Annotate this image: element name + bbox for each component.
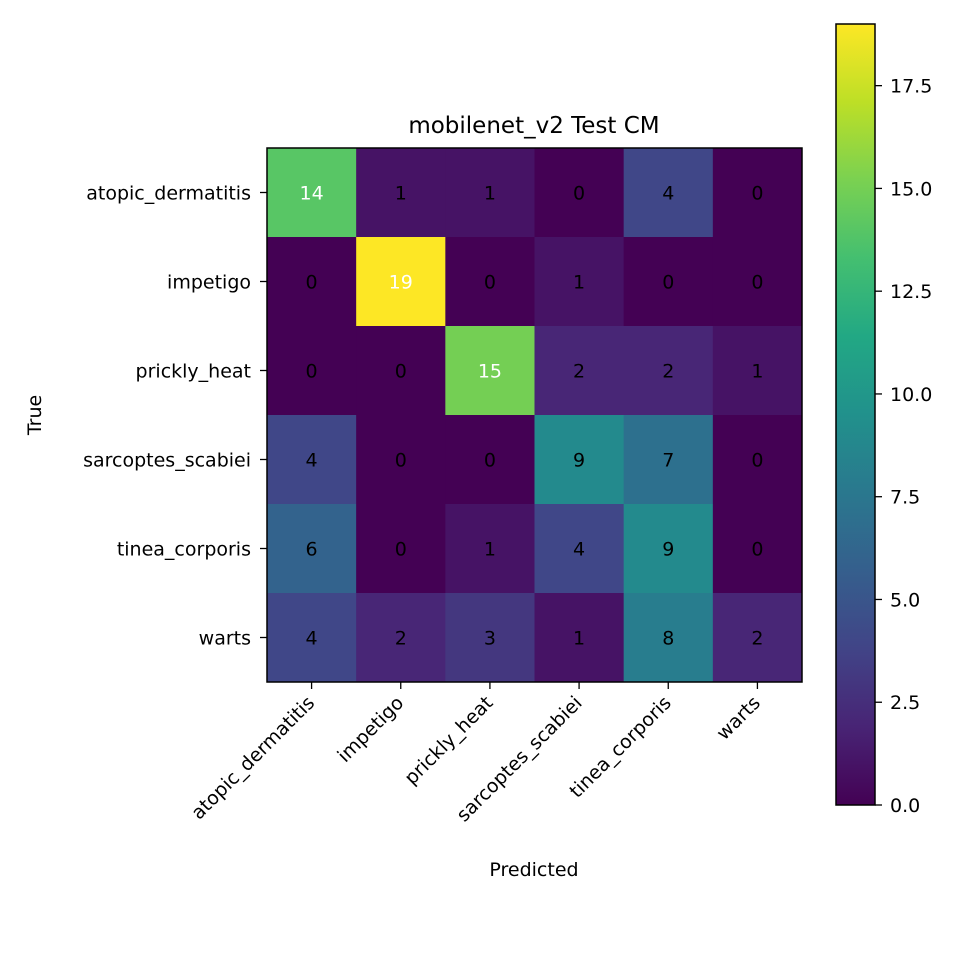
- y-tick-label: warts: [199, 628, 251, 650]
- cell-value-label: 0: [395, 450, 407, 472]
- heatmap-cell: [712, 326, 803, 416]
- heatmap-cell: [712, 504, 803, 594]
- heatmap-cells: [267, 148, 803, 683]
- cell-value-label: 4: [306, 450, 318, 472]
- cell-value-label: 8: [662, 628, 674, 650]
- colorbar: [835, 23, 876, 806]
- cell-value-label: 0: [662, 272, 674, 294]
- cell-value-label: 1: [395, 183, 407, 205]
- colorbar-tick-label: 7.5: [890, 487, 920, 509]
- colorbar-tick-label: 2.5: [890, 692, 920, 714]
- heatmap-cell: [445, 504, 535, 594]
- heatmap-cell: [445, 237, 535, 327]
- cell-value-label: 1: [573, 272, 585, 294]
- heatmap-cell: [623, 415, 714, 505]
- heatmap-cell: [356, 148, 446, 238]
- heatmap-cell: [356, 237, 446, 327]
- heatmap-cell: [356, 593, 446, 683]
- cell-value-label: 0: [751, 183, 763, 205]
- heatmap-cell: [534, 148, 625, 238]
- colorbar-tick-label: 0.0: [890, 795, 920, 817]
- heatmap-cell: [623, 326, 714, 416]
- colorbar-tick-label: 10.0: [890, 384, 932, 406]
- cell-value-label: 2: [395, 628, 407, 650]
- cell-value-label: 2: [573, 361, 585, 383]
- heatmap-cell: [712, 593, 803, 683]
- cell-value-label: 0: [751, 539, 763, 561]
- heatmap-cell: [267, 237, 357, 327]
- y-tick-label: atopic_dermatitis: [86, 183, 251, 205]
- cell-value-label: 3: [484, 628, 496, 650]
- heatmap-cell: [267, 326, 357, 416]
- cell-value-label: 0: [306, 272, 318, 294]
- y-tick-label: sarcoptes_scabiei: [83, 450, 251, 472]
- heatmap-cell: [712, 415, 803, 505]
- cell-value-label: 0: [751, 450, 763, 472]
- heatmap-cell: [445, 148, 535, 238]
- cell-value-label: 0: [484, 272, 496, 294]
- colorbar-tick-label: 5.0: [890, 589, 920, 611]
- heatmap-cell-labels: 14 1 1 0 4 00 19 0 1 0 00 0 15 2 2 14 0 0 9 7 06 0 1 4 9 04 2 3 1 8 2: [299, 183, 763, 650]
- heatmap-cell: [445, 415, 535, 505]
- cell-value-label: 6: [306, 539, 318, 561]
- heatmap-cell: [356, 326, 446, 416]
- cell-value-label: 19: [389, 272, 413, 294]
- cell-value-label: 1: [573, 628, 585, 650]
- y-axis-ticks: atopic_dermatitis impetigo prickly_heatsar…: [83, 183, 267, 650]
- plot-frame: [266, 147, 803, 683]
- y-axis-label: True: [24, 395, 46, 436]
- cell-value-label: 0: [573, 183, 585, 205]
- y-tick-label: impetigo: [167, 272, 251, 294]
- cell-value-label: 1: [484, 183, 496, 205]
- colorbar-tick-label: 15.0: [890, 178, 932, 200]
- heatmap-cell: [267, 415, 357, 505]
- cell-value-label: 0: [484, 450, 496, 472]
- heatmap-cell: [267, 504, 357, 594]
- cell-value-label: 4: [662, 183, 674, 205]
- cell-value-label: 9: [573, 450, 585, 472]
- cell-value-label: 0: [395, 361, 407, 383]
- colorbar-tick-label: 17.5: [890, 76, 932, 98]
- cell-value-label: 4: [573, 539, 585, 561]
- cell-value-label: 2: [662, 361, 674, 383]
- heatmap-cell: [267, 148, 357, 238]
- heatmap-cell: [267, 593, 357, 683]
- heatmap-cell: [623, 593, 714, 683]
- y-tick-label: prickly_heat: [136, 361, 251, 383]
- cell-value-label: 1: [484, 539, 496, 561]
- y-tick-label: tinea_corporis: [117, 539, 251, 561]
- heatmap-cell: [712, 148, 803, 238]
- colorbar-ticks: 0.0 2.5 5.0 7.5 10.0 12.5 15.0 17.5: [875, 76, 932, 817]
- cell-value-label: 15: [478, 361, 502, 383]
- heatmap-cell: [623, 148, 714, 238]
- cell-value-label: 14: [299, 183, 323, 205]
- colorbar-tick-label: 12.5: [890, 281, 932, 303]
- heatmap-cell: [534, 326, 625, 416]
- heatmap-cell: [445, 593, 535, 683]
- heatmap-cell: [712, 237, 803, 327]
- heatmap-cell: [445, 326, 535, 416]
- heatmap-cell: [356, 415, 446, 505]
- cell-value-label: 9: [662, 539, 674, 561]
- chart-title: mobilenet_v2 Test CM: [408, 113, 659, 139]
- cell-value-label: 4: [306, 628, 318, 650]
- heatmap-cell: [534, 415, 625, 505]
- heatmap-cell: [623, 504, 714, 594]
- heatmap-cell: [623, 237, 714, 327]
- heatmap-cell: [534, 593, 625, 683]
- x-axis-label: Predicted: [489, 859, 578, 881]
- cell-value-label: 0: [306, 361, 318, 383]
- heatmap-cell: [356, 504, 446, 594]
- heatmap-cell: [534, 504, 625, 594]
- cell-value-label: 0: [395, 539, 407, 561]
- heatmap-cell: [534, 237, 625, 327]
- cell-value-label: 0: [751, 272, 763, 294]
- cell-value-label: 7: [662, 450, 674, 472]
- cell-value-label: 2: [751, 628, 763, 650]
- cell-value-label: 1: [751, 361, 763, 383]
